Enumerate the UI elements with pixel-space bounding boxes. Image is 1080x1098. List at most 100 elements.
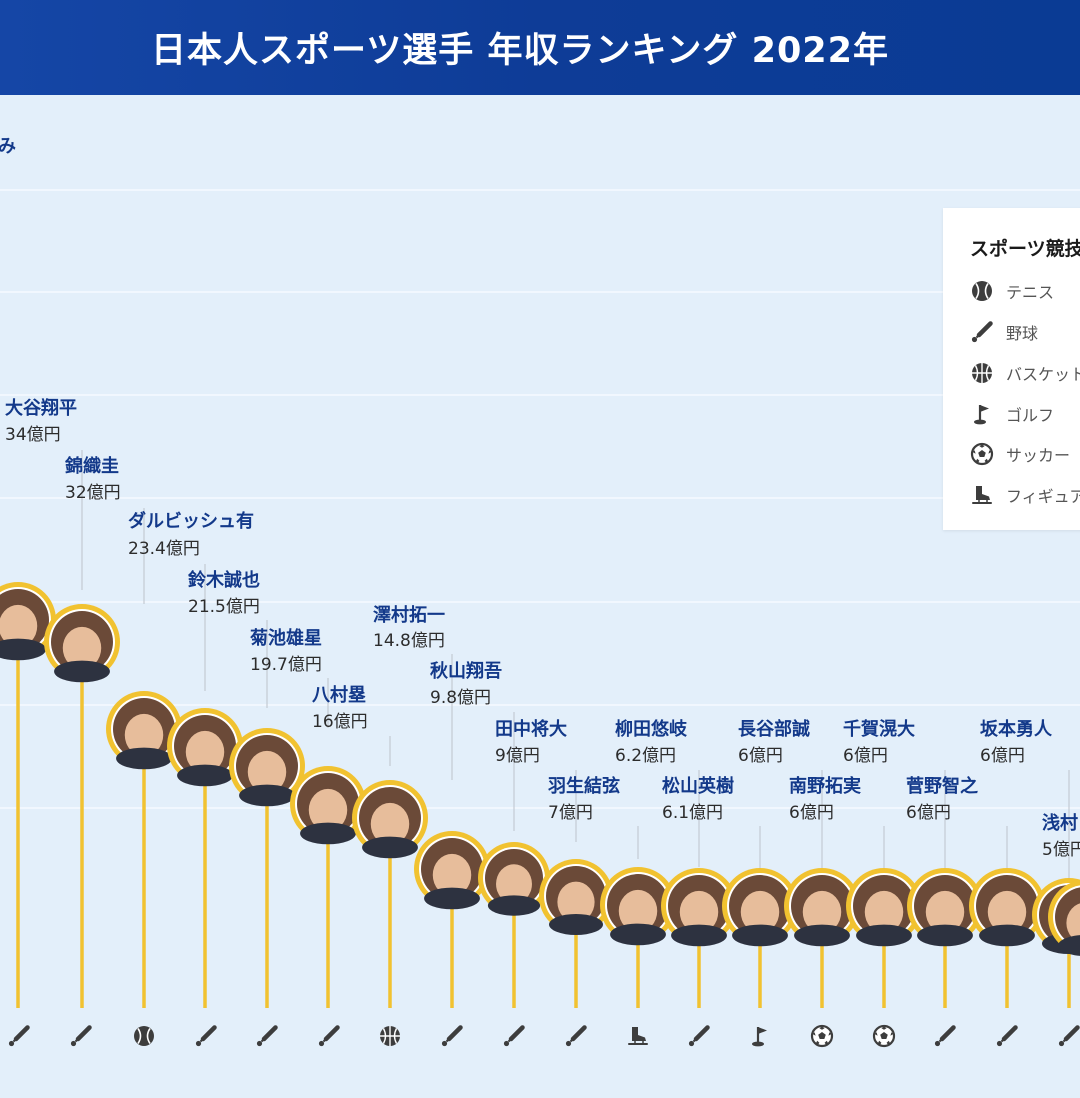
- athlete-avatar: [229, 728, 305, 807]
- athlete-name: 錦織圭: [65, 455, 119, 477]
- athlete-value: 9億円: [495, 746, 540, 766]
- athlete-4: ダルビッシュ有 23.4億円: [128, 510, 254, 1047]
- athlete-16: 千賀滉大 6億円: [843, 718, 983, 1047]
- athlete-19: 浅村 5億円: [1042, 812, 1080, 956]
- partial-top-label: み: [0, 136, 16, 157]
- skate-icon: [972, 486, 992, 504]
- athlete-name: 八村塁: [312, 684, 366, 706]
- chart-title: 日本人スポーツ選手 年収ランキング 2022年: [150, 31, 890, 71]
- basketball-icon: [972, 363, 992, 383]
- baseball-icon: [565, 1025, 587, 1047]
- baseball-icon: [256, 1025, 278, 1047]
- baseball-icon: [8, 1025, 30, 1047]
- athlete-name: 澤村拓一: [373, 604, 445, 626]
- baseball-icon: [934, 1025, 956, 1047]
- athlete-avatar: [1048, 880, 1080, 956]
- skating-icon: [628, 1027, 648, 1045]
- athlete-name: 松山英樹: [662, 775, 734, 797]
- athlete-avatar: [600, 867, 676, 946]
- athlete-value: 6億円: [980, 746, 1025, 766]
- baseball-icon: [70, 1025, 92, 1047]
- athlete-value: 21.5億円: [188, 597, 260, 617]
- athlete-value: 19.7億円: [250, 655, 322, 675]
- legend-label: ゴルフ: [1006, 406, 1055, 425]
- athlete-avatar: [290, 766, 366, 845]
- baseball-icon: [688, 1025, 710, 1047]
- legend-label: 野球: [1006, 324, 1039, 343]
- athlete-name: 鈴木誠也: [188, 569, 260, 591]
- athlete-name: 大谷翔平: [5, 397, 77, 419]
- athlete-12: 柳田悠岐 6.2億円: [615, 718, 737, 1047]
- baseball-icon: [1058, 1025, 1080, 1047]
- baseball-icon: [503, 1025, 525, 1047]
- athlete-name: 坂本勇人: [980, 718, 1053, 740]
- athlete-value: 32億円: [65, 483, 121, 503]
- athlete-avatar: [846, 868, 922, 947]
- legend-item-baseball: 野球: [970, 319, 1038, 345]
- athlete-avatar: [539, 859, 613, 935]
- athlete-9: 秋山翔吾 9.8億円: [430, 660, 550, 1047]
- athlete-name: 菅野智之: [906, 775, 978, 797]
- athlete-value: 23.4億円: [128, 539, 200, 559]
- golf-flag-icon: [974, 405, 989, 425]
- athlete-1: [0, 582, 56, 1047]
- athlete-avatar: [44, 604, 120, 683]
- athlete-avatar: [414, 831, 490, 910]
- legend-item-basketball: バスケット: [970, 360, 1080, 386]
- baseball-icon: [318, 1025, 340, 1047]
- athlete-value: 34億円: [5, 425, 61, 445]
- athlete-15: 南野拓実 6億円: [789, 775, 922, 1048]
- athlete-10: 田中将大 9億円: [495, 718, 613, 1047]
- athlete-value: 6億円: [738, 746, 783, 766]
- baseball-bat-icon: [971, 321, 993, 343]
- legend-item-soccer: サッカー: [970, 441, 1070, 467]
- baseball-icon: [195, 1025, 217, 1047]
- athlete-value: 5億円: [1042, 840, 1080, 860]
- athlete-value: 7億円: [548, 803, 593, 823]
- athlete-name: 南野拓実: [789, 775, 861, 797]
- athlete-avatar: [907, 868, 983, 947]
- athlete-avatar: [661, 868, 737, 947]
- athlete-name: 羽生結弦: [548, 775, 620, 797]
- legend-item-tennis: テニス: [970, 278, 1054, 304]
- athlete-avatar: [167, 708, 243, 787]
- basketball-icon: [380, 1026, 400, 1046]
- athlete-avatar: [106, 691, 182, 770]
- athlete-8: 澤村拓一 14.8億円: [373, 604, 490, 1047]
- athlete-value: 14.8億円: [373, 631, 445, 651]
- athlete-name: 田中将大: [495, 718, 567, 740]
- baseball-icon: [441, 1025, 463, 1047]
- legend-label: テニス: [1006, 283, 1055, 302]
- legend-label: サッカー: [1006, 446, 1071, 465]
- athlete-name: 菊池雄星: [250, 627, 322, 649]
- legend-item-golf: ゴルフ: [970, 401, 1054, 427]
- athlete-avatar: [722, 868, 798, 947]
- athlete-11: 羽生結弦 7億円: [548, 775, 676, 1045]
- athlete-value: 6.2億円: [615, 746, 676, 766]
- athlete-name: 柳田悠岐: [615, 718, 688, 740]
- athlete-6: 菊池雄星 19.7億円: [250, 627, 366, 1047]
- athlete-2: 大谷翔平 34億円: [5, 397, 120, 1047]
- soccer-ball-icon: [970, 442, 994, 466]
- legend-label: バスケット: [1006, 365, 1080, 384]
- legend-label: フィギュア: [1006, 487, 1080, 506]
- athlete-name: 長谷部誠: [738, 718, 810, 740]
- athlete-5: 鈴木誠也 21.5億円: [188, 569, 305, 1047]
- athlete-name: 浅村: [1042, 812, 1078, 834]
- athlete-3: 錦織圭 32億円: [65, 455, 182, 1046]
- baseball-icon: [996, 1025, 1018, 1047]
- athlete-avatar: [478, 842, 550, 916]
- chart-header: 日本人スポーツ選手 年収ランキング 2022年: [0, 0, 1080, 95]
- legend: スポーツ競技 テニス野球バスケットゴルフサッカーフィギュア: [943, 208, 1080, 530]
- tennis-ball-icon: [972, 281, 992, 301]
- athlete-name: 千賀滉大: [843, 718, 915, 740]
- athlete-7: 八村塁 16億円: [312, 684, 428, 1046]
- legend-title: スポーツ競技: [970, 238, 1080, 260]
- athlete-avatar: [784, 868, 860, 947]
- athlete-avatar: [352, 780, 428, 859]
- athlete-13: 松山英樹 6.1億円: [662, 775, 798, 1047]
- golf-icon: [752, 1027, 767, 1047]
- athlete-avatar: [0, 582, 56, 661]
- athlete-avatar: [969, 868, 1045, 947]
